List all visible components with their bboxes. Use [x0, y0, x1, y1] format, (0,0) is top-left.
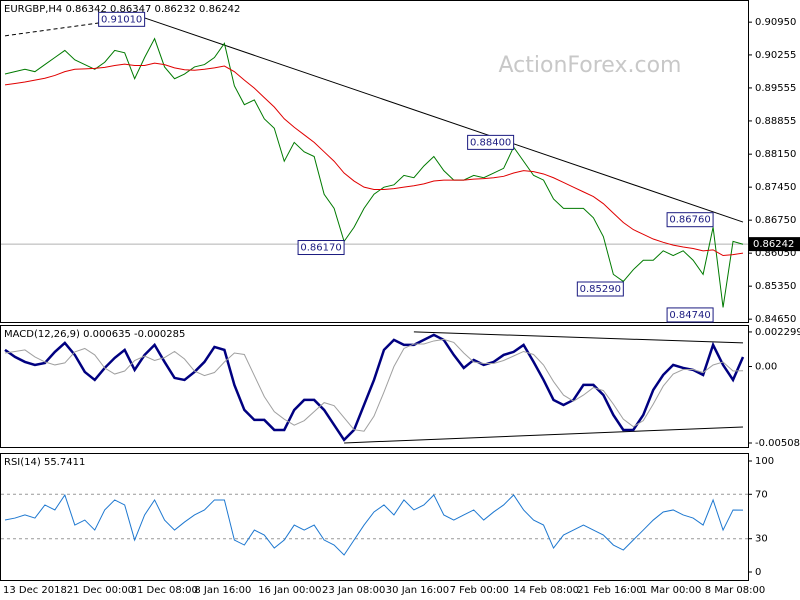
series-line [4, 333, 745, 442]
y-tick-label: -0.005085 [755, 438, 800, 449]
x-tick-label: 1 Mar 00:00 [641, 585, 701, 596]
y-tick-label: 0.90950 [755, 17, 796, 28]
y-tick-label: 100 [755, 456, 774, 467]
y-tick-label: 0.85350 [755, 281, 796, 292]
annotation-box [297, 240, 345, 256]
x-tick-label: 30 Jan 16:00 [386, 585, 449, 596]
series-line [4, 338, 744, 432]
panel-title: RSI(14) 55.7411 [4, 457, 85, 468]
y-tick-label: 0.00 [755, 362, 777, 373]
annotation-box [98, 11, 146, 27]
x-tick-label: 21 Feb 16:00 [577, 585, 643, 596]
y-tick-label: 0.86750 [755, 215, 796, 226]
y-tick-label: 0.90255 [755, 50, 796, 61]
y-tick-label: 0.86050 [755, 248, 796, 259]
annotation-label: 0.91010 [101, 14, 142, 25]
x-tick-label: 14 Feb 08:00 [513, 585, 579, 596]
series-line [4, 493, 744, 556]
trend-line [344, 426, 744, 444]
x-tick-label: 8 Mar 08:00 [705, 585, 765, 596]
panel-title: MACD(12,26,9) 0.000635 -0.000285 [4, 329, 185, 340]
last-price-label: 0.86242 [753, 239, 794, 250]
x-tick-label: 21 Dec 00:00 [67, 585, 134, 596]
last-price-box [749, 237, 800, 252]
x-tick-label: 31 Dec 08:00 [131, 585, 198, 596]
annotation-box [467, 134, 515, 150]
y-tick-label: 70 [755, 489, 768, 500]
annotation-label: 0.86170 [300, 243, 341, 254]
x-tick-label: 7 Feb 00:00 [450, 585, 509, 596]
series-line [4, 62, 744, 257]
x-tick-label: 8 Jan 16:00 [194, 585, 251, 596]
trend-line [4, 21, 105, 37]
series-line [4, 37, 744, 308]
annotation-label: 0.84740 [669, 310, 710, 321]
trend-line [413, 331, 744, 344]
y-tick-label: 0.89555 [755, 83, 796, 94]
annotation-box [666, 212, 714, 228]
annotation-label: 0.86760 [669, 215, 710, 226]
trend-line [144, 17, 744, 223]
price-panel [0, 0, 749, 323]
rsi-panel [0, 453, 749, 581]
y-tick-label: 0.87450 [755, 182, 796, 193]
x-tick-label: 13 Dec 2018 [3, 585, 67, 596]
y-tick-label: 0.88150 [755, 149, 796, 160]
x-tick-label: 16 Jan 00:00 [258, 585, 321, 596]
panel-title: EURGBP,H4 0.86342 0.86347 0.86232 0.8624… [4, 4, 240, 15]
annotation-box [666, 307, 714, 323]
y-tick-label: 0.84650 [755, 314, 796, 325]
y-tick-label: 0 [755, 567, 761, 578]
macd-panel [0, 325, 749, 448]
annotation-box [576, 281, 624, 297]
annotation-label: 0.85290 [580, 284, 621, 295]
watermark: ActionForex.com [499, 53, 682, 78]
annotation-label: 0.88400 [470, 137, 511, 148]
y-tick-label: 0.002299 [755, 327, 800, 338]
y-tick-label: 0.88855 [755, 116, 796, 127]
y-tick-label: 30 [755, 534, 768, 545]
x-tick-label: 23 Jan 08:00 [322, 585, 385, 596]
